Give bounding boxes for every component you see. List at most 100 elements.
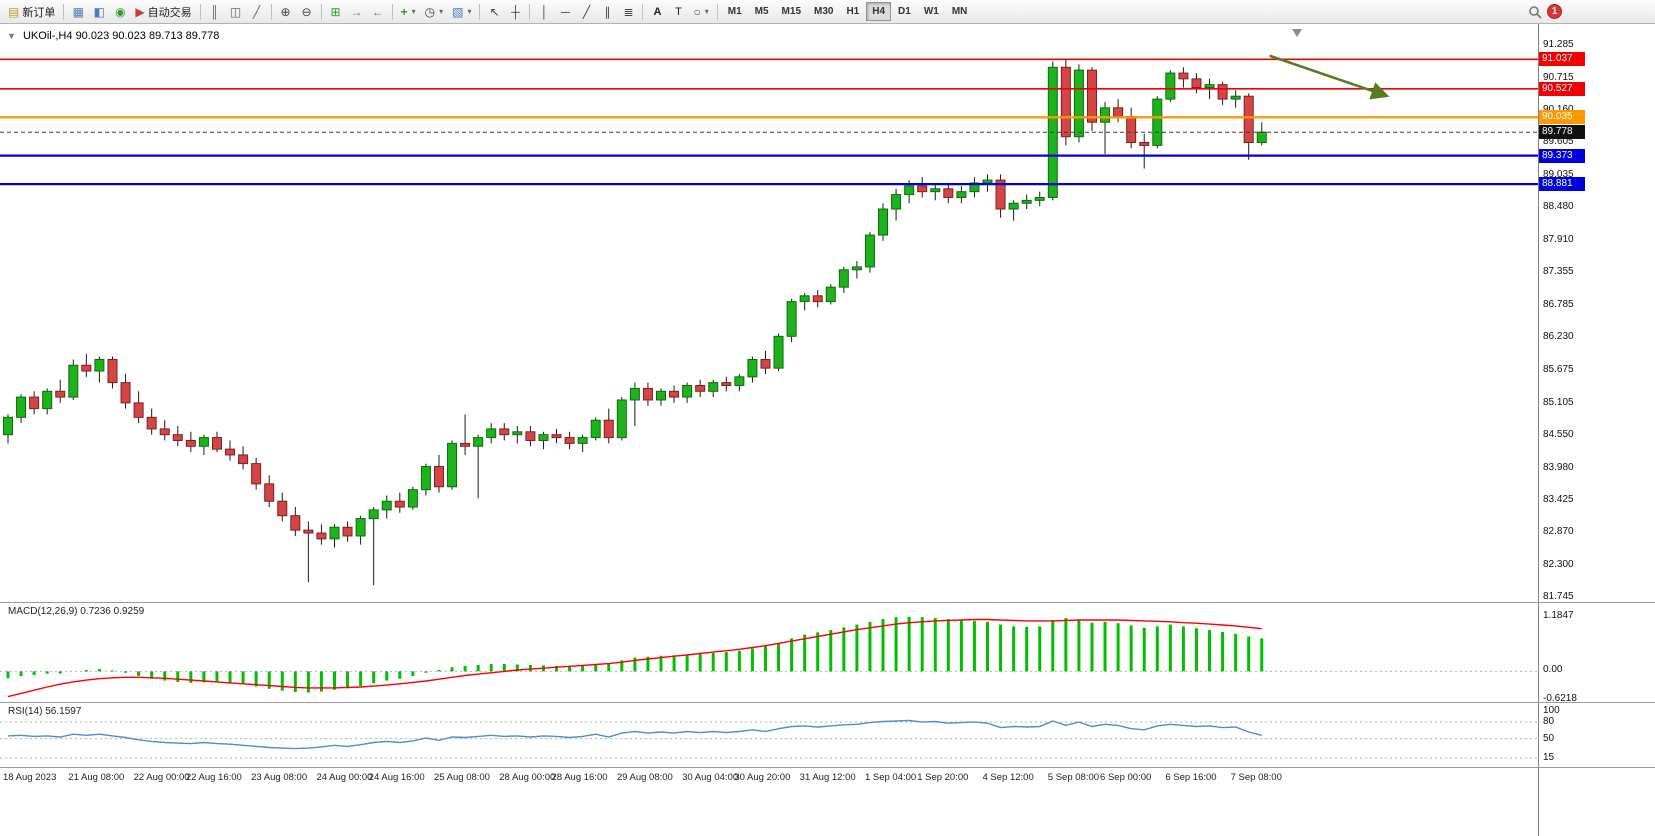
bar-chart-icon: ║: [210, 4, 219, 19]
chart-ohlc-values: 90.023 90.023 89.713 89.778: [75, 30, 220, 42]
timeframe-d1-button[interactable]: D1: [892, 2, 917, 21]
crosshair-icon: ┼: [511, 4, 520, 19]
time-tick-label: 6 Sep 16:00: [1165, 772, 1217, 783]
price-tick-label: 90.160: [1543, 104, 1574, 115]
time-tick-label: 1 Sep 20:00: [917, 772, 969, 783]
chevron-down-icon: ▾: [411, 7, 416, 16]
label-tool-button[interactable]: T: [668, 2, 688, 22]
time-tick-label: 29 Aug 08:00: [616, 772, 673, 783]
vertical-line-tool-button[interactable]: │: [534, 2, 554, 22]
timeframe-m5-button[interactable]: M5: [749, 2, 775, 21]
autotrade-button[interactable]: ▶ 自动交易: [131, 2, 195, 22]
price-tick-label: 0.00: [1543, 664, 1563, 676]
trendline-tool-button[interactable]: ╱: [576, 2, 596, 22]
macd-name: MACD(12,26,9): [8, 606, 78, 617]
time-tick-label: 28 Aug 16:00: [551, 772, 608, 783]
price-chart-canvas[interactable]: [0, 24, 1538, 602]
text-tool-icon: A: [653, 5, 662, 18]
autotrade-label: 自动交易: [147, 6, 192, 19]
chart-shift-icon: ←: [371, 4, 384, 19]
zoom-in-button[interactable]: ⊕: [276, 2, 296, 22]
timeframe-h1-button[interactable]: H1: [840, 2, 865, 21]
macd-label: MACD(12,26,9) 0.7236 0.9259: [8, 606, 145, 617]
toolbar-separator: [199, 3, 201, 20]
pane-separator[interactable]: [0, 702, 1655, 703]
trend-arrow-object[interactable]: [1269, 54, 1390, 100]
layouts-button[interactable]: ▦: [68, 2, 88, 22]
price-tick-label: 83.425: [1543, 493, 1574, 505]
toolbar-separator: [270, 3, 272, 20]
macd-indicator-canvas[interactable]: [0, 603, 1538, 702]
search-button[interactable]: [1524, 2, 1546, 22]
macd-signal-line: [7, 618, 1262, 698]
horizontal-line-icon: ─: [561, 4, 570, 19]
macd-values: 0.7236 0.9259: [80, 606, 145, 617]
clock-icon: ◷: [424, 4, 436, 19]
candles-series: [3, 58, 1267, 586]
toolbar-separator: [642, 3, 644, 20]
tile-windows-button[interactable]: ⊞: [326, 2, 346, 22]
price-tick-label: 83.980: [1543, 461, 1574, 473]
toolbar-separator: [320, 3, 322, 20]
time-tick-label: 28 Aug 00:00: [499, 772, 556, 783]
channel-tool-button[interactable]: ∥: [597, 2, 617, 22]
periods-button[interactable]: ◷ ▾: [421, 2, 448, 22]
candle-chart-button[interactable]: ◫: [226, 2, 246, 22]
timeframe-m30-button[interactable]: M30: [808, 2, 839, 21]
zoom-out-icon: ⊖: [301, 4, 312, 19]
price-tick-label: 82.300: [1543, 558, 1574, 570]
horizontal-line-tool-button[interactable]: ─: [555, 2, 575, 22]
time-scale[interactable]: 18 Aug 2023 21 Aug 08:00 22 Aug 00:00 22 Au…: [0, 768, 1538, 794]
bar-chart-button[interactable]: ║: [205, 2, 225, 22]
price-tick-label: 1.1847: [1543, 610, 1574, 621]
profiles-button[interactable]: ◧: [89, 2, 109, 22]
text-tool-button[interactable]: A: [647, 2, 667, 22]
time-tick-label: 21 Aug 08:00: [68, 772, 125, 783]
line-chart-button[interactable]: ╱: [247, 2, 267, 22]
community-button[interactable]: ◉: [110, 2, 130, 22]
timeframe-mn-button[interactable]: MN: [946, 2, 974, 21]
price-tick-label: 85.105: [1543, 396, 1574, 408]
templates-button[interactable]: ▧ ▾: [448, 2, 475, 22]
timeframe-m1-button[interactable]: M1: [722, 2, 748, 21]
chart-shift-button[interactable]: ←: [368, 2, 388, 22]
shapes-icon: ○: [693, 4, 701, 19]
shapes-tool-button[interactable]: ○ ▾: [689, 2, 712, 22]
toolbar: ▤ 新订单 ▦ ◧ ◉ ▶ 自动交易 ║ ◫ ╱ ⊕ ⊖ ⊞ → ← + ▾ ◷ ▾…: [0, 0, 1655, 24]
macd-histogram: [6, 616, 1264, 693]
timeframe-w1-button[interactable]: W1: [918, 2, 945, 21]
rsi-indicator-canvas[interactable]: [0, 703, 1538, 767]
zoom-out-button[interactable]: ⊖: [297, 2, 317, 22]
fibonacci-icon: ≣: [623, 4, 634, 19]
line-price-flag: 89.373: [1539, 148, 1585, 163]
time-tick-label: 24 Aug 00:00: [316, 772, 373, 783]
one-click-trading-toggle[interactable]: ▼: [7, 31, 16, 41]
crosshair-tool-button[interactable]: ┼: [505, 2, 525, 22]
timeframe-h4-button[interactable]: H4: [866, 2, 892, 21]
layouts-icon: ▦: [72, 4, 85, 19]
price-scale[interactable]: 91.285 90.715 90.160 89.605 89.035 88.480 87.9…: [1538, 24, 1655, 836]
indicators-button[interactable]: + ▾: [397, 2, 420, 22]
new-order-icon: ▤: [8, 4, 20, 19]
autotrade-icon: ▶: [135, 4, 145, 19]
time-tick-label: 24 Aug 16:00: [368, 772, 425, 783]
time-tick-label: 31 Aug 12:00: [799, 772, 856, 783]
line-price-flag: 91.037: [1539, 52, 1585, 67]
new-order-button[interactable]: ▤ 新订单: [4, 2, 59, 22]
pane-separator[interactable]: [0, 602, 1655, 603]
chart-shift-marker[interactable]: [1292, 29, 1303, 37]
rsi-value: 56.1597: [45, 706, 82, 717]
timeframe-m15-button[interactable]: M15: [776, 2, 807, 21]
time-tick-label: 6 Sep 00:00: [1100, 772, 1152, 783]
line-price-flag: 90.527: [1539, 81, 1585, 96]
vertical-line-icon: │: [540, 4, 549, 19]
auto-scroll-button[interactable]: →: [347, 2, 367, 22]
fibonacci-tool-button[interactable]: ≣: [618, 2, 638, 22]
price-tick-label: -0.6218: [1543, 692, 1577, 704]
cursor-tool-button[interactable]: ↖: [484, 2, 504, 22]
rsi-name: RSI(14): [8, 706, 43, 717]
time-tick-label: 22 Aug 16:00: [185, 772, 242, 783]
price-tick-label: 80: [1543, 716, 1555, 728]
notification-badge[interactable]: 1: [1547, 4, 1562, 19]
pane-separator: [0, 767, 1655, 768]
